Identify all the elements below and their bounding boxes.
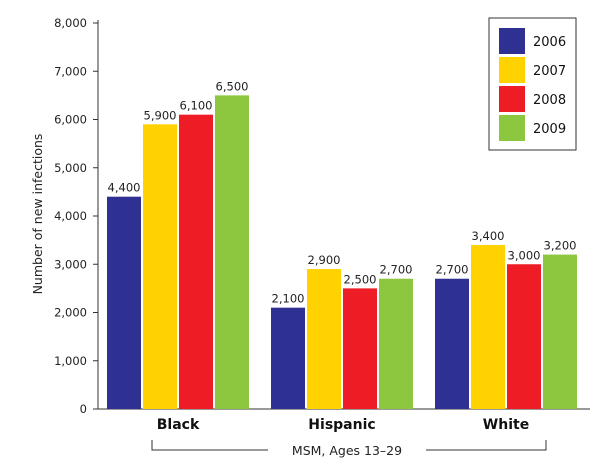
category-labels: Black Hispanic White <box>157 417 529 433</box>
category-label-white: White <box>483 417 529 433</box>
data-label: 3,400 <box>472 229 505 243</box>
bars <box>107 95 577 410</box>
x-axis-title: MSM, Ages 13–29 <box>292 443 402 458</box>
y-tick-label: 0 <box>80 402 87 416</box>
data-labels: 4,4005,9006,1006,5002,1002,9002,5002,700… <box>108 79 577 305</box>
y-tick-label: 4,000 <box>54 209 87 223</box>
y-tick-label: 6,000 <box>54 113 87 127</box>
data-label: 6,500 <box>216 79 249 93</box>
bar-2006-hispanic <box>271 307 305 409</box>
y-tick-label: 2,000 <box>54 306 87 320</box>
bar-2009-hispanic <box>379 278 413 409</box>
data-label: 6,100 <box>180 99 213 113</box>
bar-2006-white <box>435 278 469 409</box>
legend-swatch-2006 <box>499 28 525 54</box>
bar-2007-black <box>143 124 177 409</box>
data-label: 2,500 <box>344 272 377 286</box>
bar-2009-white <box>543 254 577 409</box>
y-tick-label: 5,000 <box>54 161 87 175</box>
bar-2008-black <box>179 114 213 410</box>
bar-2007-hispanic <box>307 269 341 409</box>
data-label: 2,900 <box>308 253 341 267</box>
data-label: 2,700 <box>380 263 413 277</box>
category-label-hispanic: Hispanic <box>308 417 375 433</box>
legend-swatch-2007 <box>499 57 525 83</box>
bar-2008-hispanic <box>343 288 377 409</box>
legend-label-2007: 2007 <box>533 64 566 79</box>
y-tick-label: 7,000 <box>54 64 87 78</box>
y-tick-label: 1,000 <box>54 354 87 368</box>
legend-label-2009: 2009 <box>533 122 566 137</box>
y-axis-title: Number of new infections <box>30 134 45 295</box>
data-label: 4,400 <box>108 181 141 195</box>
y-tick-label: 8,000 <box>54 16 87 30</box>
legend-swatch-2008 <box>499 86 525 112</box>
legend-swatch-2009 <box>499 115 525 141</box>
legend-label-2006: 2006 <box>533 35 566 50</box>
data-label: 3,000 <box>508 248 541 262</box>
bracket-right <box>426 440 547 451</box>
data-label: 2,700 <box>436 263 469 277</box>
bar-2007-white <box>471 244 505 409</box>
y-tick-label: 3,000 <box>54 257 87 271</box>
x-axis-bracket: MSM, Ages 13–29 <box>151 440 547 458</box>
data-label: 3,200 <box>544 239 577 253</box>
bar-2008-white <box>507 264 541 409</box>
data-label: 2,100 <box>272 292 305 306</box>
data-label: 5,900 <box>144 108 177 122</box>
y-axis-ticks: 0 1,000 2,000 3,000 4,000 5,000 6,000 7,000 8,00… <box>54 16 98 416</box>
bar-2009-black <box>215 95 249 409</box>
legend: 2006 2007 2008 2009 <box>488 17 577 151</box>
legend-label-2008: 2008 <box>533 93 566 108</box>
category-label-black: Black <box>157 417 200 433</box>
bar-2006-black <box>107 196 141 409</box>
bracket-left <box>151 440 268 451</box>
